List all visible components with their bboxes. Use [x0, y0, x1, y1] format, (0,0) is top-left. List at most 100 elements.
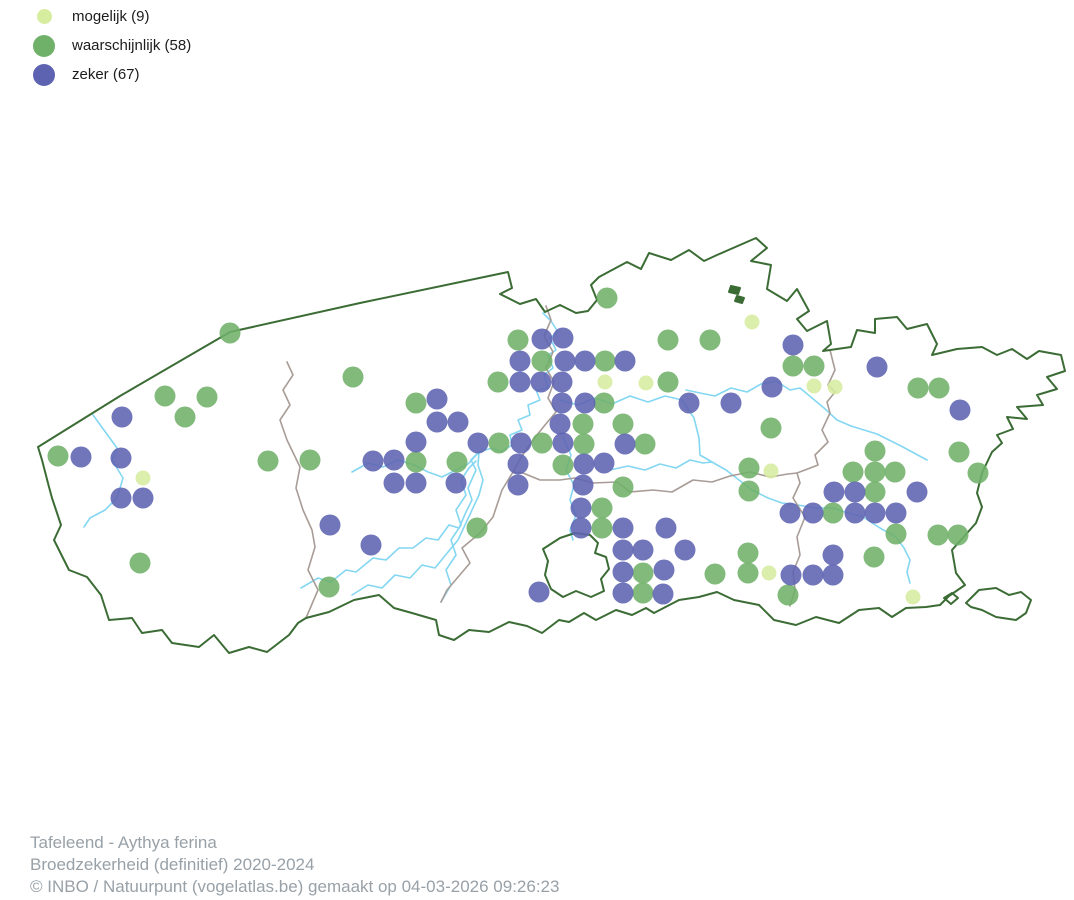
observation-dot-waarschijnlijk — [531, 432, 553, 454]
observation-dot-mogelijk — [827, 379, 843, 395]
observation-dot-zeker — [844, 502, 866, 524]
observation-dot-zeker — [507, 453, 529, 475]
observation-dot-zeker — [445, 472, 467, 494]
observation-dot-zeker — [572, 474, 594, 496]
observation-dot-mogelijk — [744, 314, 760, 330]
observation-dot-waarschijnlijk — [47, 445, 69, 467]
voeren-small-piece-border — [943, 592, 959, 605]
observation-dot-waarschijnlijk — [612, 476, 634, 498]
observation-dot-waarschijnlijk — [864, 481, 886, 503]
observation-dot-zeker — [782, 334, 804, 356]
observation-dot-zeker — [549, 413, 571, 435]
observation-dot-waarschijnlijk — [634, 433, 656, 455]
waarschijnlijk-dot-icon — [33, 34, 55, 57]
observation-dot-zeker — [822, 544, 844, 566]
observation-dot-zeker — [510, 432, 532, 454]
observation-dot-waarschijnlijk — [593, 392, 615, 414]
observation-dot-waarschijnlijk — [782, 355, 804, 377]
observation-dot-waarschijnlijk — [507, 329, 529, 351]
caption-species: Tafeleend - Aythya ferina — [30, 833, 217, 852]
observation-dot-zeker — [678, 392, 700, 414]
observation-dot-zeker — [405, 431, 427, 453]
observation-dot-waarschijnlijk — [738, 457, 760, 479]
observation-dot-waarschijnlijk — [405, 451, 427, 473]
observation-dot-zeker — [70, 446, 92, 468]
observation-dot-waarschijnlijk — [591, 517, 613, 539]
observation-dot-zeker — [509, 350, 531, 372]
observation-dot-zeker — [110, 447, 132, 469]
observation-dot-zeker — [110, 487, 132, 509]
mogelijk-dot-icon — [36, 9, 52, 24]
observation-dot-waarschijnlijk — [129, 552, 151, 574]
observation-dot-zeker — [551, 392, 573, 414]
observation-dot-zeker — [653, 559, 675, 581]
observation-dot-zeker — [822, 564, 844, 586]
observation-dot-zeker — [467, 432, 489, 454]
legend-label: zeker (67) — [72, 66, 140, 83]
observation-dot-waarschijnlijk — [657, 329, 679, 351]
observation-dot-waarschijnlijk — [967, 462, 989, 484]
observation-dot-zeker — [405, 472, 427, 494]
observation-dot-zeker — [319, 514, 341, 536]
canal-demer-branch — [609, 459, 713, 471]
observation-dots-layer — [47, 287, 989, 606]
legend-label: mogelijk (9) — [72, 8, 150, 25]
legend-item-zeker: zeker (67) — [30, 60, 191, 89]
observation-dot-zeker — [570, 497, 592, 519]
observation-dot-zeker — [552, 327, 574, 349]
observation-dot-zeker — [780, 564, 802, 586]
observation-dot-waarschijnlijk — [531, 350, 553, 372]
observation-dot-mogelijk — [763, 463, 779, 479]
observation-dot-waarschijnlijk — [405, 392, 427, 414]
observation-dot-zeker — [530, 371, 552, 393]
observation-dot-waarschijnlijk — [704, 563, 726, 585]
legend-dot-cell — [30, 34, 58, 57]
legend: mogelijk (9) waarschijnlijk (58) zeker (67… — [30, 2, 191, 89]
observation-dot-zeker — [720, 392, 742, 414]
observation-dot-zeker — [447, 411, 469, 433]
observation-dot-waarschijnlijk — [612, 413, 634, 435]
observation-dot-waarschijnlijk — [552, 454, 574, 476]
observation-dot-zeker — [552, 432, 574, 454]
observation-dot-zeker — [509, 371, 531, 393]
voeren-exclave-border — [965, 587, 1032, 621]
observation-dot-waarschijnlijk — [446, 451, 468, 473]
observation-dot-zeker — [507, 474, 529, 496]
observation-dot-zeker — [612, 561, 634, 583]
observation-dot-zeker — [528, 581, 550, 603]
observation-dot-waarschijnlijk — [257, 450, 279, 472]
border-west-east-flanders — [279, 361, 319, 619]
observation-dot-zeker — [652, 583, 674, 605]
observation-dot-zeker — [866, 356, 888, 378]
observation-dot-zeker — [655, 517, 677, 539]
observation-dot-waarschijnlijk — [699, 329, 721, 351]
observation-dot-zeker — [574, 392, 596, 414]
observation-dot-waarschijnlijk — [864, 461, 886, 483]
observation-dot-waarschijnlijk — [299, 449, 321, 471]
observation-dot-zeker — [864, 502, 886, 524]
observation-dot-waarschijnlijk — [632, 582, 654, 604]
observation-dot-zeker — [551, 371, 573, 393]
observation-dot-zeker — [885, 502, 907, 524]
observation-dot-waarschijnlijk — [928, 377, 950, 399]
observation-dot-waarschijnlijk — [596, 287, 618, 309]
observation-dot-zeker — [570, 517, 592, 539]
observation-dot-zeker — [612, 539, 634, 561]
observation-dot-waarschijnlijk — [842, 461, 864, 483]
observation-dot-zeker — [573, 453, 595, 475]
river-ijzer — [83, 414, 124, 528]
observation-dot-mogelijk — [135, 470, 151, 486]
observation-dot-zeker — [802, 564, 824, 586]
observation-dot-zeker — [612, 582, 634, 604]
observation-dot-waarschijnlijk — [737, 562, 759, 584]
river-leie — [300, 451, 480, 589]
map-caption: Tafeleend - Aythya ferina Broedzekerheid… — [30, 832, 559, 898]
caption-period: Broedzekerheid (definitief) 2020-2024 — [30, 855, 315, 874]
legend-dot-cell — [30, 63, 58, 86]
river-demer — [685, 380, 928, 461]
observation-dot-zeker — [383, 449, 405, 471]
observation-dot-zeker — [779, 502, 801, 524]
legend-dot-cell — [30, 9, 58, 24]
observation-dot-waarschijnlijk — [466, 517, 488, 539]
